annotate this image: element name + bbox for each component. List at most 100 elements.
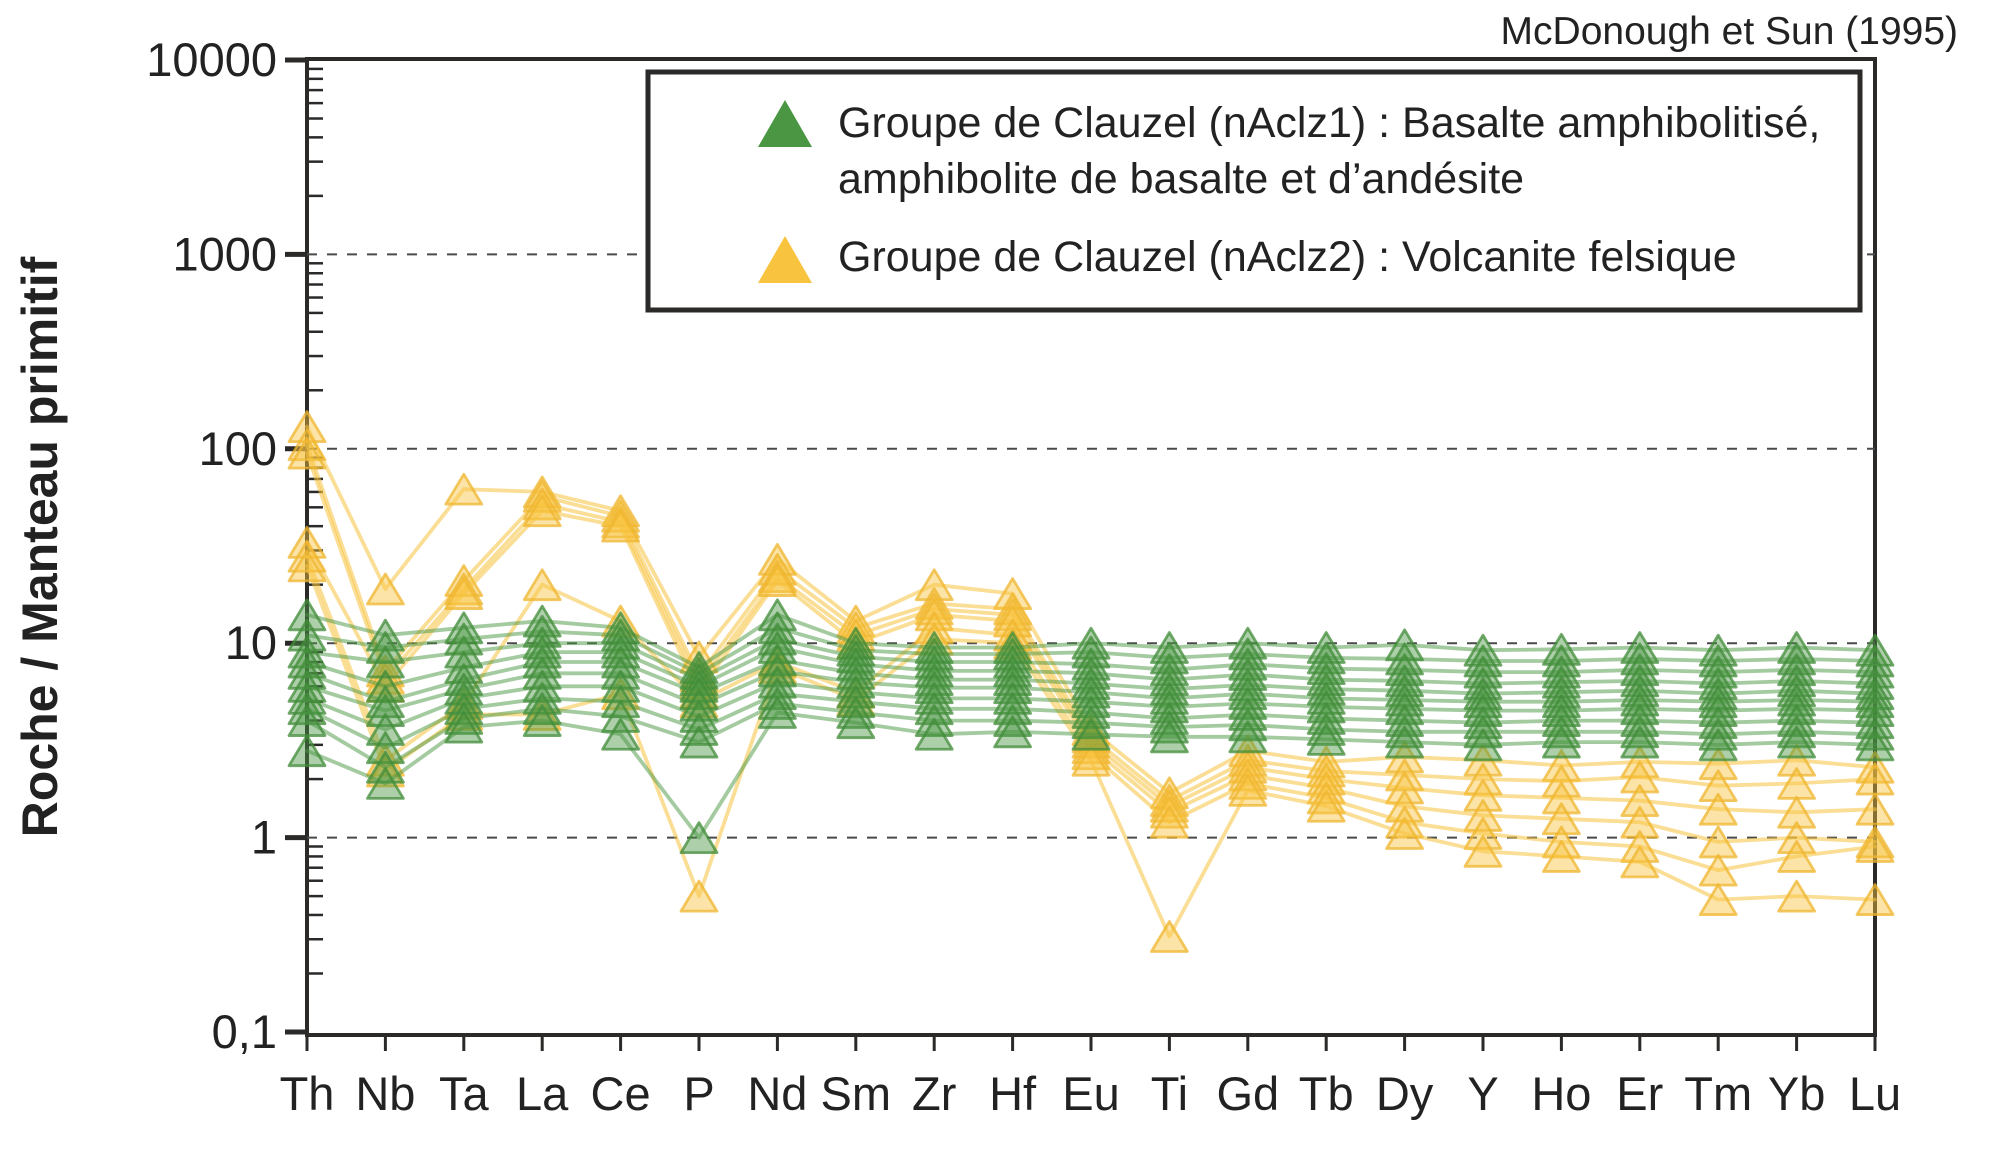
triangle-marker-icon: [1228, 773, 1268, 807]
triangle-marker-icon: [1698, 853, 1738, 887]
triangle-marker-icon: [1620, 725, 1660, 759]
x-tick-label-Sm: Sm: [821, 1067, 892, 1120]
triangle-marker-icon: [1855, 750, 1895, 784]
triangle-marker-icon: [287, 734, 327, 768]
triangle-marker-icon: [1463, 644, 1503, 678]
triangle-marker-icon: [1777, 840, 1816, 873]
triangle-marker-icon: [1542, 840, 1581, 873]
triangle-marker-icon: [444, 611, 484, 645]
triangle-marker-icon: [1777, 692, 1816, 726]
triangle-marker-icon: [1150, 631, 1189, 664]
triangle-marker-icon: [522, 494, 562, 528]
triangle-marker-icon: [1698, 694, 1738, 728]
triangle-marker-icon: [1463, 799, 1503, 832]
y-tick-label: 0,1: [212, 1005, 277, 1058]
triangle-marker-icon: [1385, 817, 1424, 850]
triangle-marker-icon: [758, 696, 797, 729]
triangle-marker-icon: [287, 436, 327, 470]
triangle-marker-icon: [1777, 795, 1816, 829]
triangle-marker-icon: [1385, 704, 1424, 737]
legend: Groupe de Clauzel (nAclz1) : Basalte amp…: [645, 69, 1863, 313]
triangle-marker-icon: [1698, 633, 1738, 667]
legend-triangle-nAclz1-icon: [758, 100, 812, 147]
triangle-marker-icon: [522, 682, 562, 715]
triangle-marker-icon: [1855, 717, 1895, 751]
triangle-marker-icon: [993, 704, 1032, 737]
triangle-marker-icon: [1620, 784, 1660, 817]
triangle-marker-icon: [1855, 694, 1895, 728]
triangle-marker-icon: [1620, 704, 1660, 737]
triangle-marker-icon: [1150, 805, 1189, 839]
triangle-marker-icon: [1698, 717, 1738, 751]
y-axis: 10000 1000 100 10 1 0,1: [146, 33, 323, 1058]
triangle-marker-icon: [444, 572, 484, 606]
series-line: [305, 612, 1877, 670]
triangle-marker-icon: [1620, 631, 1660, 664]
triangle-marker-icon: [1855, 830, 1895, 863]
triangle-marker-icon: [758, 560, 797, 594]
normalization-reference-label: McDonough et Sun (1995): [1501, 10, 1958, 53]
series-line: [305, 669, 1877, 713]
triangle-marker-icon: [1620, 805, 1660, 839]
triangle-marker-icon: [1385, 692, 1424, 726]
triangle-marker-icon: [522, 704, 562, 737]
triangle-marker-icon: [1698, 728, 1738, 762]
triangle-marker-icon: [1071, 743, 1111, 777]
x-tick-label-Nd: Nd: [747, 1067, 807, 1120]
triangle-marker-icon: [287, 645, 327, 679]
series-line: [305, 563, 1877, 939]
triangle-marker-icon: [444, 710, 484, 744]
triangle-marker-icon: [679, 821, 719, 854]
triangle-marker-icon: [993, 715, 1032, 749]
triangle-marker-icon: [601, 717, 640, 751]
triangle-marker-icon: [522, 692, 562, 726]
series-line: [305, 451, 1877, 815]
x-axis: Th Nb Ta La Ce P Nd Sm Zr Hf Eu Ti Gd Tb Dy Y Ho Er Tm Yb Lu: [280, 1035, 1901, 1120]
series-line: [305, 645, 1877, 689]
legend-box: [645, 69, 1863, 313]
y-tick-label: 1000: [172, 227, 277, 280]
triangle-marker-icon: [287, 669, 327, 703]
triangle-marker-icon: [1228, 720, 1268, 754]
triangle-marker-icon: [1385, 715, 1424, 749]
triangle-marker-icon: [287, 682, 327, 715]
y-tick-label: 10000: [146, 33, 277, 86]
legend-label-nAclz1-line1: Groupe de Clauzel (nAclz1) : Basalte amp…: [838, 99, 1820, 147]
triangle-marker-icon: [758, 564, 797, 597]
triangle-marker-icon: [914, 692, 954, 726]
triangle-marker-icon: [1855, 883, 1895, 916]
triangle-marker-icon: [836, 706, 876, 740]
triangle-marker-icon: [1620, 845, 1660, 879]
triangle-marker-icon: [758, 611, 797, 645]
triangle-marker-icon: [601, 645, 640, 679]
triangle-marker-icon: [679, 725, 719, 759]
triangle-marker-icon: [1071, 635, 1111, 669]
triangle-marker-icon: [601, 700, 640, 733]
triangle-marker-icon: [1542, 725, 1581, 759]
triangle-marker-icon: [1855, 644, 1895, 678]
triangle-marker-icon: [914, 671, 954, 705]
x-tick-label-Y: Y: [1467, 1067, 1498, 1120]
series-line: [305, 680, 1877, 732]
triangle-marker-icon: [1620, 692, 1660, 726]
triangle-marker-icon: [1385, 771, 1424, 805]
triangle-marker-icon: [758, 654, 797, 688]
triangle-marker-icon: [1463, 728, 1503, 762]
triangle-marker-icon: [1463, 817, 1503, 850]
triangle-marker-icon: [1463, 633, 1503, 667]
triangle-marker-icon: [914, 717, 954, 751]
x-tick-label-Ce: Ce: [591, 1067, 651, 1120]
triangle-marker-icon: [366, 694, 405, 728]
triangle-marker-icon: [1542, 781, 1581, 815]
x-tick-label-Zr: Zr: [912, 1067, 956, 1120]
triangle-marker-icon: [522, 645, 562, 679]
series-line: [305, 691, 1877, 750]
triangle-marker-icon: [1698, 792, 1738, 826]
triangle-marker-icon: [1777, 631, 1816, 664]
triangle-marker-icon: [1855, 706, 1895, 740]
triangle-marker-icon: [601, 505, 640, 539]
triangle-marker-icon: [1463, 778, 1503, 812]
